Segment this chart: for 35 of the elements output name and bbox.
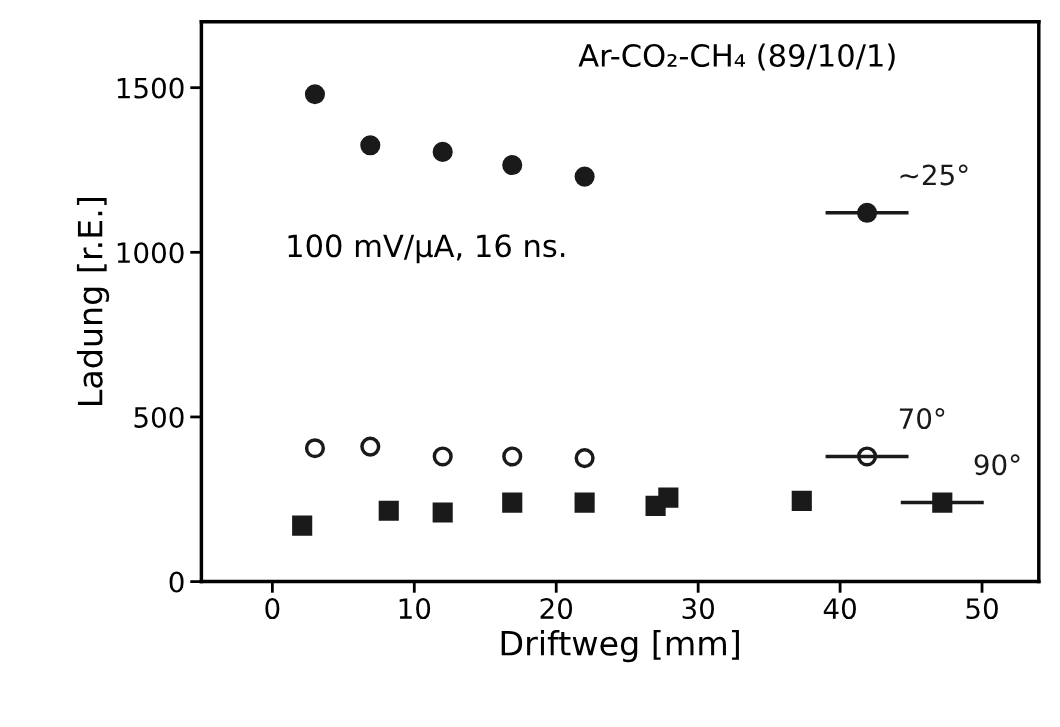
point <box>304 84 326 105</box>
point <box>360 436 381 457</box>
x-tick-label: 20 <box>540 598 573 620</box>
x-tick-label: 30 <box>682 598 714 620</box>
x-tick-label: 50 <box>966 598 998 620</box>
series-label: ~25° <box>900 164 968 186</box>
x-tick-label: 0 <box>265 598 280 620</box>
x-tick-label: 10 <box>399 598 431 620</box>
point <box>574 492 595 513</box>
annotation: Ar-CO₂-CH₄ (89/10/1) <box>578 43 895 71</box>
y-tick-label: 0 <box>169 571 184 593</box>
y-tick-label: 1000 <box>117 242 184 264</box>
point <box>502 154 523 176</box>
point <box>304 438 326 459</box>
point <box>856 446 878 467</box>
point <box>502 492 523 513</box>
series-label: 70° <box>899 408 945 430</box>
y-tick-label: 500 <box>134 406 184 428</box>
point <box>292 515 313 536</box>
x-axis-title: Driftweg [mm] <box>501 630 739 663</box>
annotation: 100 mV/μA, 16 ns. <box>288 234 565 264</box>
point <box>502 446 523 467</box>
series-label: 90° <box>974 454 1020 476</box>
x-tick-label: 40 <box>823 598 856 620</box>
y-tick-label: 1500 <box>117 77 184 99</box>
point <box>432 502 453 523</box>
point <box>378 500 399 521</box>
point <box>574 448 595 469</box>
point <box>658 487 679 508</box>
y-axis-title: Ladung [r.E.] <box>76 198 110 405</box>
point <box>574 166 595 187</box>
point <box>432 446 453 467</box>
point <box>791 490 812 511</box>
point <box>360 135 381 156</box>
point <box>432 141 453 162</box>
